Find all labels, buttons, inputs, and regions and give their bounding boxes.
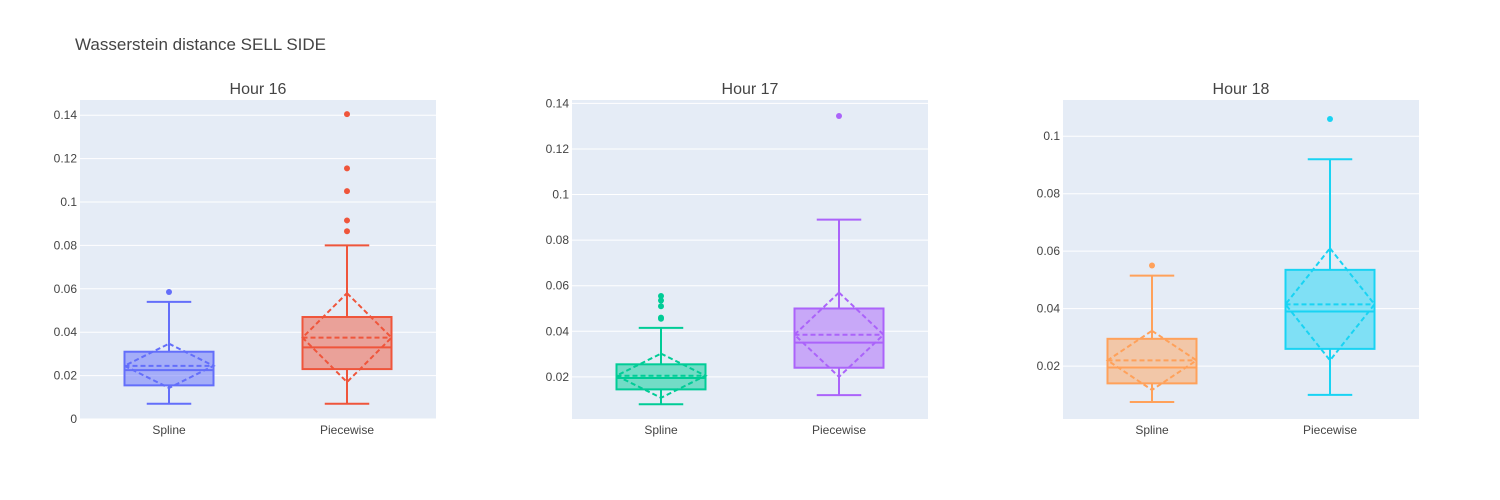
y-tick-label: 0.06 [546,279,570,293]
sd-diamond [122,342,216,390]
x-tick-label: Spline [644,423,678,437]
x-tick-label: Piecewise [320,423,374,437]
outlier-point [1327,115,1333,122]
y-tick-label: 0.02 [54,369,78,383]
subplot-2: 0.02 0.04 0.06 0.08 0.1 0.12 0.14 Hour 17 Spline… [546,81,928,437]
main-title: Wasserstein distance SELL SIDE [75,35,326,54]
subplot-title: Hour 17 [722,81,779,98]
y-tick-label: 0.1 [1043,129,1060,143]
sd-diamond [614,352,708,399]
outlier-point [344,165,350,172]
x-tick-label: Spline [1135,423,1169,437]
x-tick-label: Piecewise [812,423,866,437]
iqr-box [793,307,885,369]
y-tick-label: 0 [70,412,77,426]
box-spline [614,292,708,406]
y-tick-label: 0.12 [54,152,78,166]
outlier-point [166,289,172,296]
y-tick-label: 0.02 [546,370,570,384]
outlier-point [836,112,842,119]
outlier-point [344,111,350,118]
box-spline [122,289,216,405]
y-tick-label: 0.08 [54,238,78,252]
outlier-point [658,292,664,299]
subplot-3: 0.02 0.04 0.06 0.08 0.1 Hour 18 Spline Piecewis… [1037,81,1419,437]
y-tick-label: 0.12 [546,142,570,156]
box-piecewise [793,112,885,397]
y-tick-label: 0.1 [552,188,569,202]
y-tick-label: 0.14 [546,96,570,110]
subplots: 0 0.02 0.04 0.06 0.08 0.1 0.12 0.14 Hour 16 Splin… [54,81,1419,437]
subplot-title: Hour 16 [230,81,287,98]
outlier-point [658,303,664,310]
y-tick-label: 0.02 [1037,359,1061,373]
y-tick-label: 0.04 [546,324,570,338]
iqr-box [1284,268,1376,350]
x-tick-label: Piecewise [1303,423,1357,437]
box-spline [1105,262,1199,404]
iqr-box [615,363,707,391]
y-tick-label: 0.04 [54,325,78,339]
outlier-point [344,188,350,195]
sd-diamond [301,291,393,384]
y-tick-label: 0.04 [1037,302,1061,316]
x-tick-label: Spline [152,423,186,437]
subplot-title: Hour 18 [1213,81,1270,98]
y-tick-label: 0.1 [60,195,77,209]
box-piecewise [1284,115,1376,396]
outlier-point [658,297,664,304]
y-tick-label: 0.06 [54,282,78,296]
y-tick-label: 0.08 [1037,187,1061,201]
iqr-box [123,350,215,387]
iqr-box [301,316,393,371]
sd-diamond [793,291,885,379]
outlier-point [344,217,350,224]
outlier-point [658,314,664,321]
y-tick-label: 0.06 [1037,244,1061,258]
y-tick-label: 0.08 [546,233,570,247]
y-tick-label: 0.14 [54,108,78,122]
sd-diamond [1105,329,1199,392]
outlier-point [344,228,350,235]
outlier-point [1149,262,1155,269]
subplot-1: 0 0.02 0.04 0.06 0.08 0.1 0.12 0.14 Hour 16 Splin… [54,81,436,437]
box-piecewise [301,111,393,405]
